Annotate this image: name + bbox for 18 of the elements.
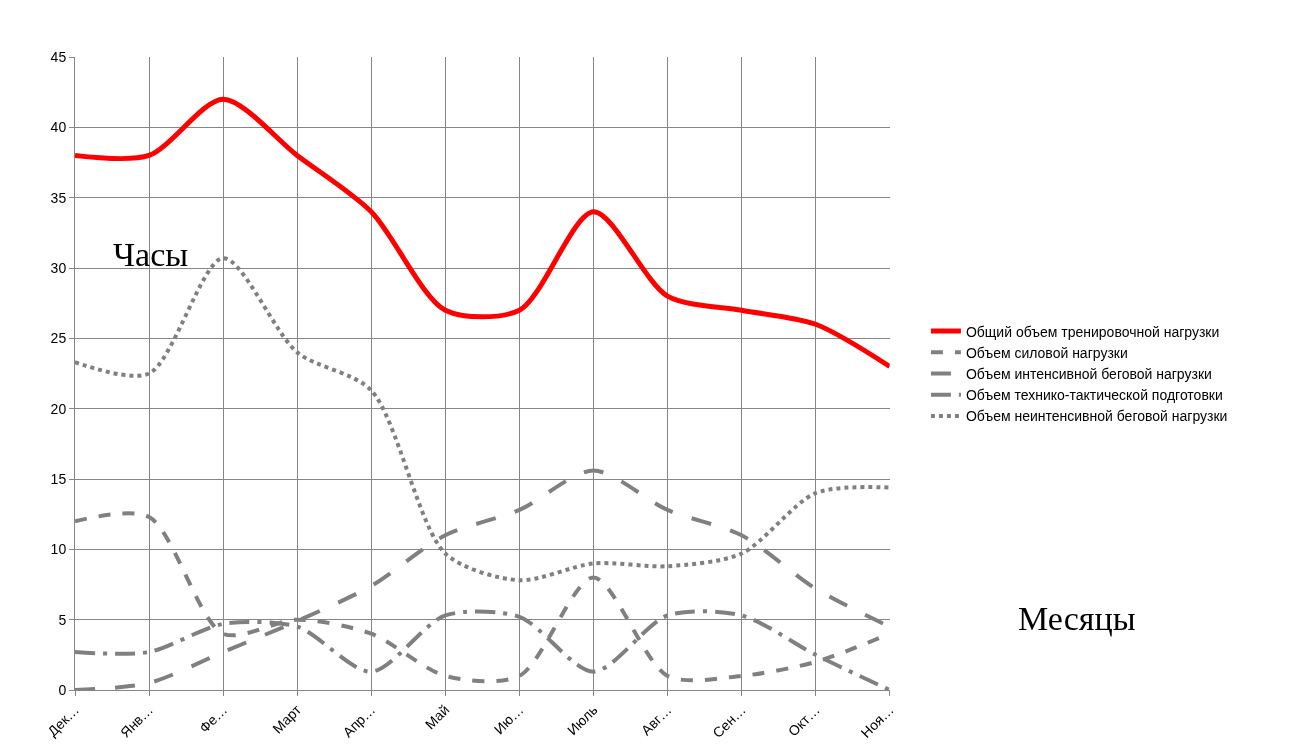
legend-label: Объем неинтенсивной беговой нагрузки	[965, 408, 1228, 425]
y-tick-label: 5	[58, 611, 67, 628]
x-tick-label: Фе…	[195, 701, 231, 736]
y-tick-label: 25	[50, 330, 67, 347]
annotation: Часы	[113, 236, 189, 273]
legend-label: Общий объем тренировочной нагрузки	[965, 323, 1220, 340]
y-tick-label: 10	[50, 541, 67, 558]
legend-label: Объем технико-тактической подготовки	[965, 387, 1223, 404]
y-tick-label: 30	[50, 259, 67, 276]
legend-label: Объем интенсивной беговой нагрузки	[965, 365, 1212, 382]
legend-label: Объем силовой нагрузки	[965, 344, 1128, 361]
y-tick-label: 15	[50, 470, 67, 487]
y-tick-label: 40	[50, 119, 67, 136]
y-tick-label: 45	[50, 48, 67, 65]
y-tick-label: 35	[50, 189, 67, 206]
text: Месяцы	[1018, 600, 1136, 637]
y-tick-label: 0	[58, 681, 67, 698]
y-tick-label: 20	[50, 400, 67, 417]
